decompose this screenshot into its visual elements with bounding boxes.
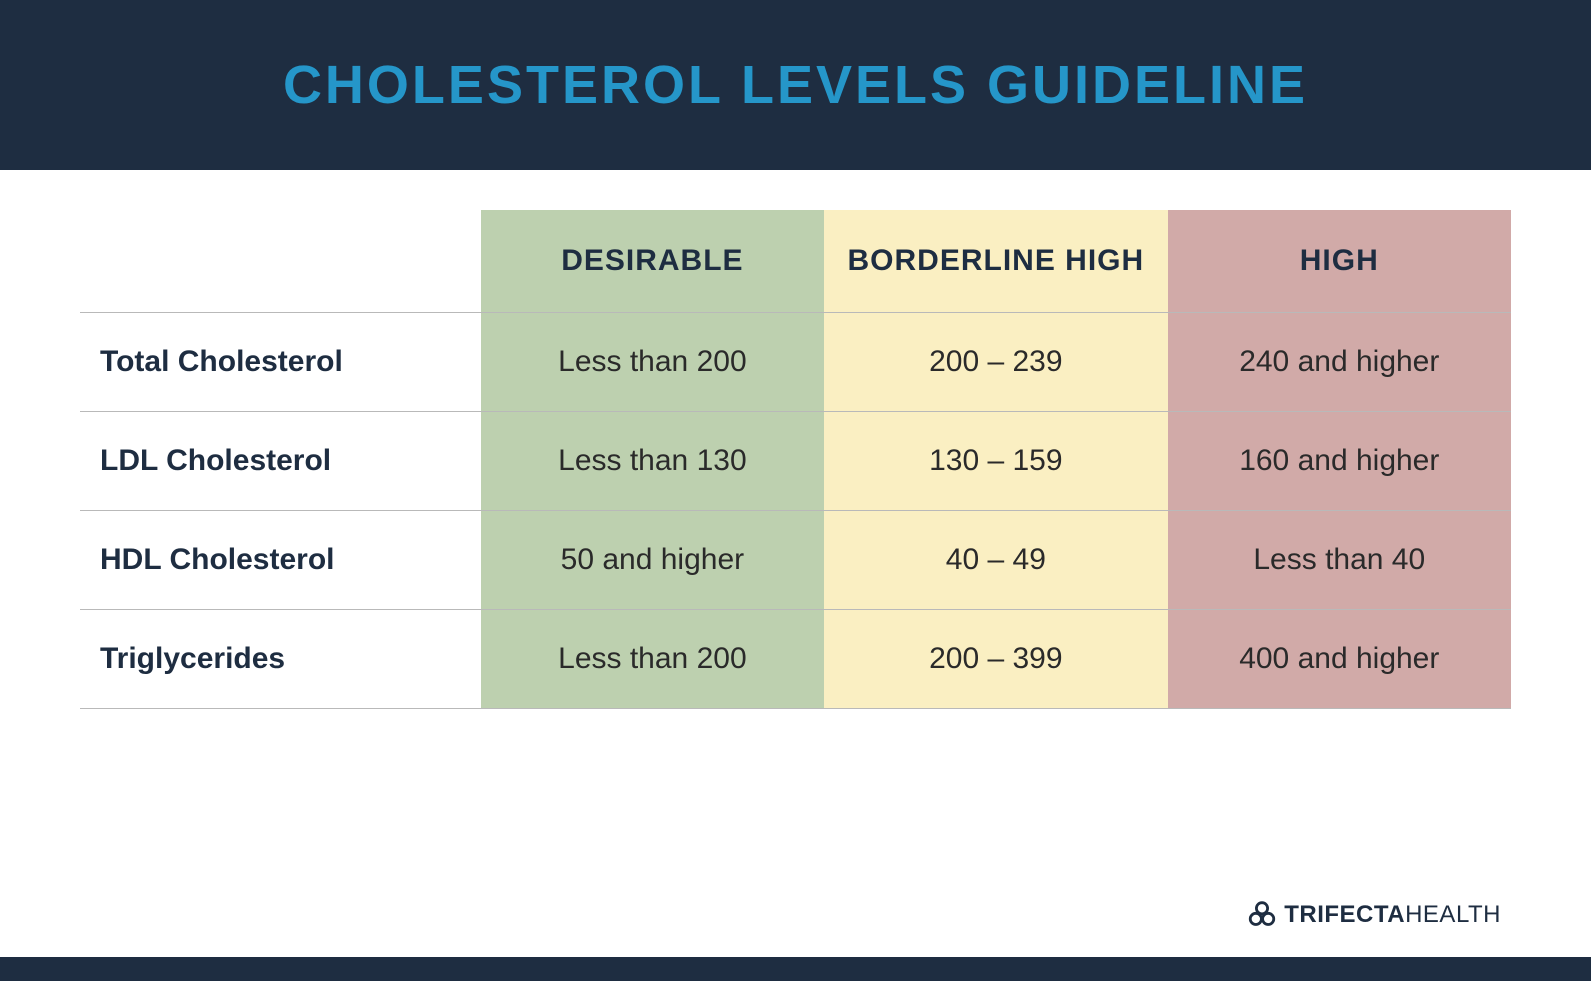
brand-light: HEALTH xyxy=(1405,901,1501,928)
table-row: Total CholesterolLess than 200200 – 2392… xyxy=(80,312,1511,411)
cell-high: 400 and higher xyxy=(1168,609,1511,708)
row-label: Triglycerides xyxy=(80,609,481,708)
guideline-table: DESIRABLEBORDERLINE HIGHHIGH Total Chole… xyxy=(80,210,1511,709)
table-header-row: DESIRABLEBORDERLINE HIGHHIGH xyxy=(80,210,1511,312)
cell-borderline: 130 – 159 xyxy=(824,411,1167,510)
cell-desirable: Less than 200 xyxy=(481,312,824,411)
page-title: CHOLESTEROL LEVELS GUIDELINE xyxy=(283,54,1308,116)
cell-borderline: 200 – 399 xyxy=(824,609,1167,708)
cell-high: 160 and higher xyxy=(1168,411,1511,510)
table-row: HDL Cholesterol50 and higher40 – 49Less … xyxy=(80,510,1511,609)
header-bar: CHOLESTEROL LEVELS GUIDELINE xyxy=(0,0,1591,170)
brand-icon xyxy=(1248,901,1276,929)
row-label: HDL Cholesterol xyxy=(80,510,481,609)
cell-high: Less than 40 xyxy=(1168,510,1511,609)
column-header-high: HIGH xyxy=(1168,210,1511,312)
table-head: DESIRABLEBORDERLINE HIGHHIGH xyxy=(80,210,1511,312)
cell-high: 240 and higher xyxy=(1168,312,1511,411)
row-label: Total Cholesterol xyxy=(80,312,481,411)
column-header-blank xyxy=(80,210,481,312)
guideline-table-wrap: DESIRABLEBORDERLINE HIGHHIGH Total Chole… xyxy=(80,210,1511,709)
cell-borderline: 200 – 239 xyxy=(824,312,1167,411)
cell-desirable: Less than 130 xyxy=(481,411,824,510)
footer-bar xyxy=(0,957,1591,981)
column-header-desirable: DESIRABLE xyxy=(481,210,824,312)
table-row: LDL CholesterolLess than 130130 – 159160… xyxy=(80,411,1511,510)
cell-desirable: 50 and higher xyxy=(481,510,824,609)
brand-bold: TRIFECTA xyxy=(1284,901,1405,928)
table-row: TriglyceridesLess than 200200 – 399400 a… xyxy=(80,609,1511,708)
row-label: LDL Cholesterol xyxy=(80,411,481,510)
brand-text: TRIFECTAHEALTH xyxy=(1284,901,1501,929)
column-header-borderline: BORDERLINE HIGH xyxy=(824,210,1167,312)
cell-borderline: 40 – 49 xyxy=(824,510,1167,609)
cell-desirable: Less than 200 xyxy=(481,609,824,708)
table-body: Total CholesterolLess than 200200 – 2392… xyxy=(80,312,1511,708)
brand-mark: TRIFECTAHEALTH xyxy=(1248,901,1501,929)
